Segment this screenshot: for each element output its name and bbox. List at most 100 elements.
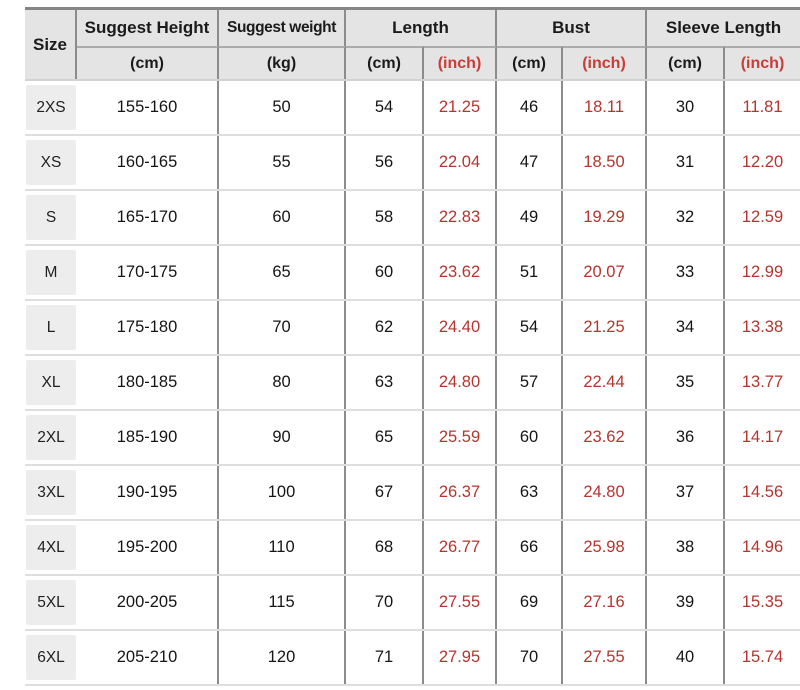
cell-length-inch: 26.37 [424, 466, 497, 519]
cell-length-cm: 71 [346, 631, 424, 684]
cell-weight-kg: 120 [219, 631, 346, 684]
cell-sleeve-cm: 30 [647, 81, 725, 134]
size-badge: 6XL [26, 635, 76, 680]
cell-height-cm: 155-160 [77, 81, 219, 134]
table-row: 4XL 195-200 110 68 26.77 66 25.98 38 14.… [25, 521, 800, 576]
table-body: 2XS 155-160 50 54 21.25 46 18.11 30 11.8… [25, 81, 800, 686]
cell-weight-kg: 50 [219, 81, 346, 134]
size-badge: 2XL [26, 415, 76, 460]
subheader-sleeve-cm: (cm) [647, 46, 725, 79]
cell-length-cm: 67 [346, 466, 424, 519]
size-badge: XL [26, 360, 76, 405]
size-cell: XL [25, 356, 77, 409]
cell-bust-inch: 20.07 [563, 246, 647, 299]
cell-sleeve-cm: 40 [647, 631, 725, 684]
cell-bust-cm: 63 [497, 466, 563, 519]
cell-sleeve-inch: 12.99 [741, 263, 784, 281]
subheader-bust-cm: (cm) [497, 46, 563, 79]
table-row: XS 160-165 55 56 22.04 47 18.50 31 12.20 [25, 136, 800, 191]
cell-bust-inch: 18.50 [563, 136, 647, 189]
size-badge: M [26, 250, 76, 295]
cell-sleeve-inch: 13.38 [741, 318, 784, 336]
cell-bust-cm: 47 [497, 136, 563, 189]
cell-weight-kg: 110 [219, 521, 346, 574]
table-row: 3XL 190-195 100 67 26.37 63 24.80 37 14.… [25, 466, 800, 521]
table-row: 2XL 185-190 90 65 25.59 60 23.62 36 14.1… [25, 411, 800, 466]
size-cell: L [25, 301, 77, 354]
size-badge: 3XL [26, 470, 76, 515]
cell-sleeve-inch: 15.35 [741, 593, 784, 611]
cell-weight-kg: 60 [219, 191, 346, 244]
header-suggest-weight: Suggest weight [219, 10, 346, 46]
cell-length-inch: 24.80 [424, 356, 497, 409]
table-row: 2XS 155-160 50 54 21.25 46 18.11 30 11.8… [25, 81, 800, 136]
size-cell: XS [25, 136, 77, 189]
cell-weight-kg: 90 [219, 411, 346, 464]
header-sleeve-length: Sleeve Length [665, 18, 782, 37]
subheader-length-cm: (cm) [346, 46, 424, 79]
subheader-height-cm: (cm) [77, 46, 219, 79]
size-cell: 6XL [25, 631, 77, 684]
cell-sleeve-inch: 12.59 [741, 208, 784, 226]
cell-height-cm: 175-180 [77, 301, 219, 354]
table-header: Size Suggest Height Suggest weight Lengt… [25, 7, 800, 81]
cell-bust-inch: 24.80 [563, 466, 647, 519]
cell-sleeve-inch: 13.77 [741, 373, 784, 391]
cell-bust-cm: 70 [497, 631, 563, 684]
cell-height-cm: 160-165 [77, 136, 219, 189]
cell-bust-inch: 21.25 [563, 301, 647, 354]
cell-length-cm: 68 [346, 521, 424, 574]
size-badge: 5XL [26, 580, 76, 625]
cell-weight-kg: 100 [219, 466, 346, 519]
cell-bust-cm: 69 [497, 576, 563, 629]
cell-height-cm: 190-195 [77, 466, 219, 519]
cell-length-inch: 23.62 [424, 246, 497, 299]
table-row: XL 180-185 80 63 24.80 57 22.44 35 13.77 [25, 356, 800, 411]
cell-sleeve-cm: 38 [647, 521, 725, 574]
size-cell: 5XL [25, 576, 77, 629]
cell-length-inch: 24.40 [424, 301, 497, 354]
size-badge: L [26, 305, 76, 350]
cell-weight-kg: 70 [219, 301, 346, 354]
size-badge: S [26, 195, 76, 240]
cell-length-inch: 27.55 [424, 576, 497, 629]
cell-bust-cm: 54 [497, 301, 563, 354]
cell-length-inch: 22.04 [424, 136, 497, 189]
cell-bust-inch: 27.55 [563, 631, 647, 684]
size-cell: 2XL [25, 411, 77, 464]
cell-height-cm: 170-175 [77, 246, 219, 299]
cell-sleeve-cm: 39 [647, 576, 725, 629]
subheader-length-inch: (inch) [424, 46, 497, 79]
cell-height-cm: 195-200 [77, 521, 219, 574]
cell-bust-cm: 57 [497, 356, 563, 409]
cell-bust-inch: 25.98 [563, 521, 647, 574]
cell-weight-kg: 115 [219, 576, 346, 629]
cell-length-inch: 22.83 [424, 191, 497, 244]
cell-bust-cm: 46 [497, 81, 563, 134]
cell-bust-inch: 22.44 [563, 356, 647, 409]
subheader-sleeve-inch: (inch) [725, 46, 800, 79]
cell-weight-kg: 55 [219, 136, 346, 189]
table-row: M 170-175 65 60 23.62 51 20.07 33 12.99 [25, 246, 800, 301]
cell-length-inch: 26.77 [424, 521, 497, 574]
cell-sleeve-cm: 34 [647, 301, 725, 354]
subheader-weight-kg: (kg) [219, 46, 346, 79]
cell-sleeve-cm: 36 [647, 411, 725, 464]
table-row: 6XL 205-210 120 71 27.95 70 27.55 40 15.… [25, 631, 800, 686]
cell-weight-kg: 65 [219, 246, 346, 299]
size-cell: M [25, 246, 77, 299]
cell-bust-cm: 66 [497, 521, 563, 574]
cell-weight-kg: 80 [219, 356, 346, 409]
cell-bust-inch: 27.16 [563, 576, 647, 629]
table-row: S 165-170 60 58 22.83 49 19.29 32 12.59 [25, 191, 800, 246]
cell-length-cm: 58 [346, 191, 424, 244]
cell-sleeve-inch: 12.20 [741, 153, 784, 171]
cell-bust-inch: 18.11 [563, 81, 647, 134]
size-cell: 4XL [25, 521, 77, 574]
header-size: Size [25, 10, 77, 79]
size-cell: S [25, 191, 77, 244]
cell-sleeve-inch: 14.96 [741, 538, 784, 556]
cell-bust-inch: 23.62 [563, 411, 647, 464]
cell-sleeve-cm: 31 [647, 136, 725, 189]
header-bust: Bust [497, 10, 647, 46]
